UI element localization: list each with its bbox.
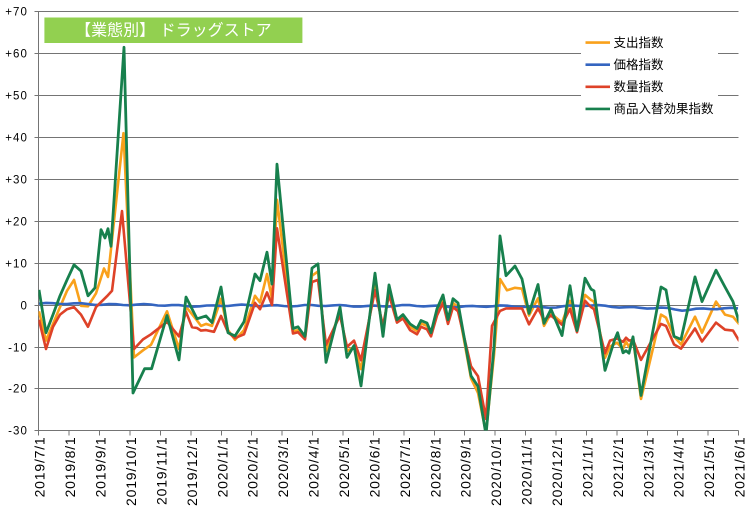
svg-text:商品入替効果指数: 商品入替効果指数 [614,101,715,116]
svg-text:2021/3/1: 2021/3/1 [640,437,656,498]
svg-text:数量指数: 数量指数 [614,79,665,94]
svg-text:2020/4/1: 2020/4/1 [306,437,322,498]
svg-text:-10: -10 [8,343,28,355]
svg-text:2020/6/1: 2020/6/1 [366,437,382,498]
svg-text:+30: +30 [5,175,28,187]
svg-text:【業態別】 ドラッグストア: 【業態別】 ドラッグストア [75,22,271,40]
svg-text:2021/6/1: 2021/6/1 [732,437,745,498]
svg-text:+50: +50 [5,91,28,103]
svg-text:2019/8/1: 2019/8/1 [62,437,78,498]
svg-text:+40: +40 [5,133,28,145]
svg-text:2020/3/1: 2020/3/1 [275,437,291,498]
svg-text:2019/9/1: 2019/9/1 [93,437,109,498]
svg-text:2019/10/1: 2019/10/1 [123,437,139,506]
svg-text:2020/9/1: 2020/9/1 [458,437,474,498]
svg-text:2020/12/1: 2020/12/1 [549,437,565,506]
svg-text:+10: +10 [5,259,28,271]
svg-text:2019/12/1: 2019/12/1 [184,437,200,506]
svg-text:2020/8/1: 2020/8/1 [427,437,443,498]
svg-text:2021/4/1: 2021/4/1 [671,437,687,498]
svg-text:2021/2/1: 2021/2/1 [610,437,626,498]
svg-text:+70: +70 [5,7,28,19]
svg-text:2020/5/1: 2020/5/1 [336,437,352,498]
svg-text:支出指数: 支出指数 [614,35,665,50]
svg-text:2019/7/1: 2019/7/1 [32,437,48,498]
svg-text:2020/1/1: 2020/1/1 [214,437,230,498]
svg-text:+20: +20 [5,217,28,229]
svg-text:0: 0 [21,301,29,313]
svg-text:2020/11/1: 2020/11/1 [519,437,535,505]
svg-text:価格指数: 価格指数 [614,57,665,72]
svg-text:2021/5/1: 2021/5/1 [701,437,717,498]
svg-text:2020/10/1: 2020/10/1 [488,436,504,505]
svg-text:2020/7/1: 2020/7/1 [397,437,413,498]
svg-text:2019/11/1: 2019/11/1 [153,437,169,505]
svg-text:-30: -30 [8,426,28,438]
svg-text:2020/2/1: 2020/2/1 [245,437,261,498]
svg-text:+60: +60 [5,49,28,61]
svg-text:-20: -20 [8,384,28,396]
svg-text:2021/1/1: 2021/1/1 [579,437,595,498]
